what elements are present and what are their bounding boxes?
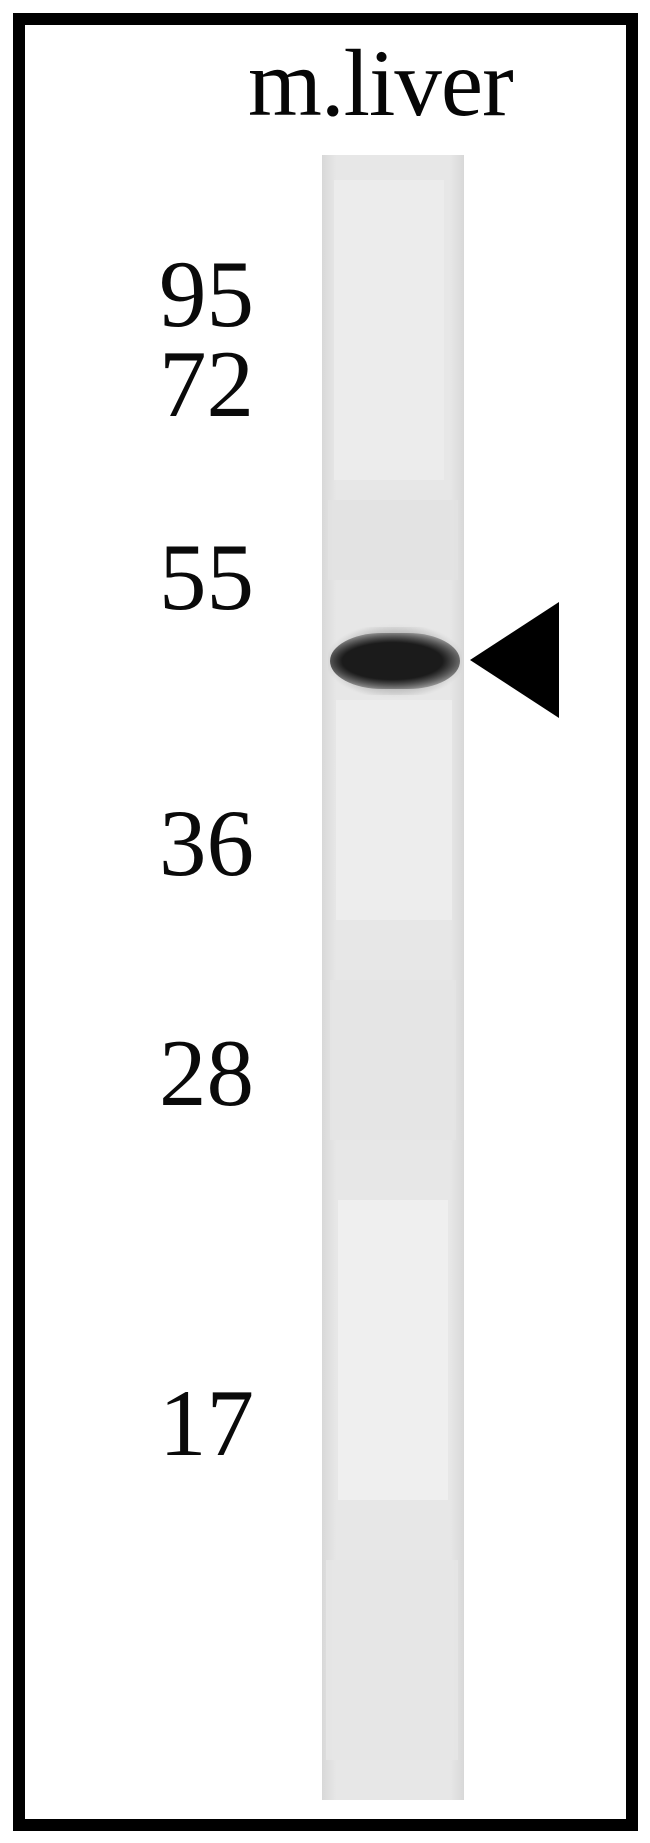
mw-marker-label: 72: [159, 329, 254, 439]
blot-lane-edge-right: [450, 155, 464, 1800]
band-arrow-icon: [470, 602, 559, 718]
lane-texture-patch: [334, 180, 444, 480]
mw-marker-label: 28: [159, 1018, 254, 1128]
lane-header-text: m.liver: [248, 30, 513, 136]
lane-header-label: m.liver: [248, 28, 513, 138]
mw-marker-label: 36: [159, 788, 254, 898]
lane-texture-patch: [336, 700, 452, 920]
lane-texture-patch: [328, 500, 458, 580]
mw-marker-label: 55: [159, 522, 254, 632]
detected-band-core: [330, 633, 460, 689]
mw-marker-label: 17: [159, 1368, 254, 1478]
lane-texture-patch: [326, 1560, 458, 1760]
lane-texture-patch: [330, 980, 456, 1140]
lane-texture-patch: [338, 1200, 448, 1500]
